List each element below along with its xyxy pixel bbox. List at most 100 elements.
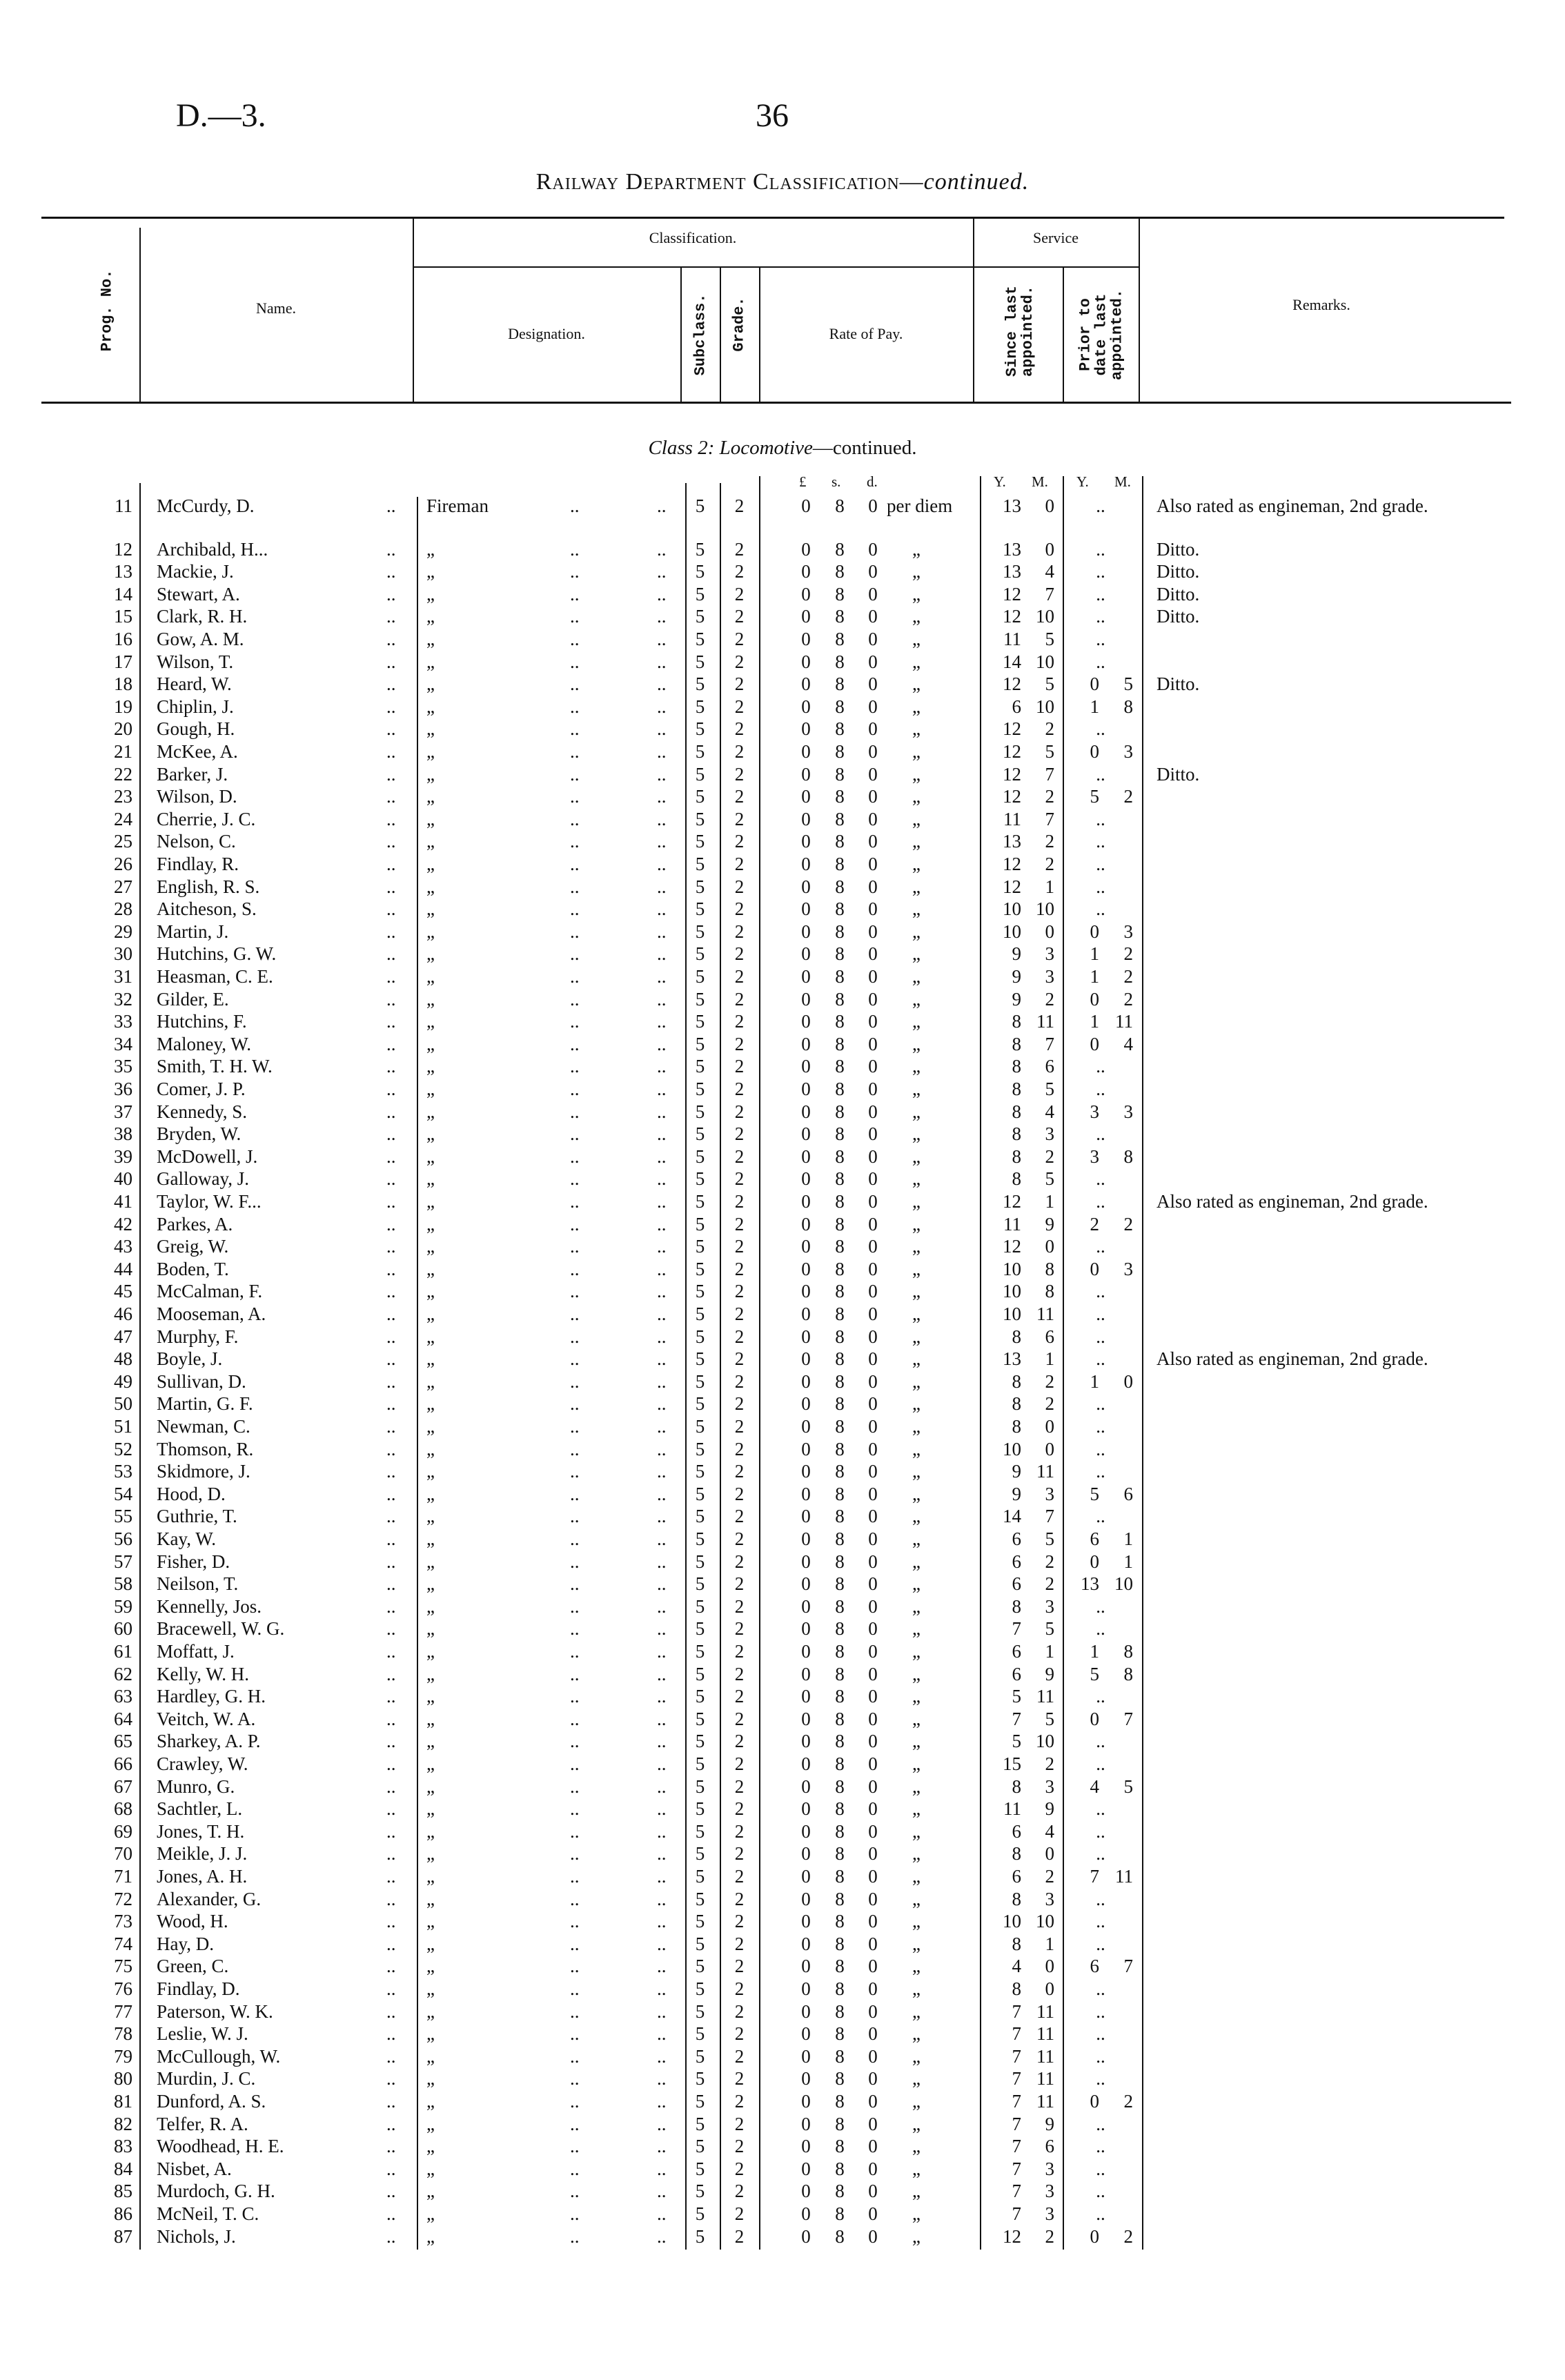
since-years: 12 bbox=[1003, 1236, 1021, 1257]
since-years: 12 bbox=[1003, 740, 1021, 762]
unit-pence: d. bbox=[867, 473, 878, 490]
designation: „ bbox=[426, 1213, 435, 1235]
pay-pounds: 0 bbox=[801, 740, 811, 762]
pay-pence: 0 bbox=[868, 1168, 878, 1190]
prior-empty: .. bbox=[1096, 1820, 1105, 1842]
column-rule bbox=[720, 483, 721, 2250]
designation-leader: .. bbox=[657, 2225, 667, 2247]
name-leader: .. bbox=[386, 2225, 396, 2247]
since-years: 7 bbox=[1012, 2181, 1022, 2202]
pay-pounds: 0 bbox=[801, 2225, 811, 2247]
employee-name: Findlay, D. bbox=[157, 1978, 240, 1999]
table-row: 54 Hood, D... „.... 5 2 0 8 0 „ 9 3 5 6 bbox=[0, 1483, 1565, 1506]
subclass: 5 bbox=[695, 1190, 705, 1212]
since-months: 0 bbox=[1045, 1438, 1055, 1459]
header-rate-of-pay: Rate of Pay. bbox=[829, 325, 903, 342]
employee-name: McKee, A. bbox=[157, 740, 238, 762]
designation: „ bbox=[426, 2090, 435, 2112]
name-leader: .. bbox=[386, 1640, 396, 1662]
designation-leader: .. bbox=[570, 2181, 580, 2202]
name-leader: .. bbox=[386, 1663, 396, 1684]
since-years: 7 bbox=[1012, 1708, 1022, 1729]
table-row: 75 Green, C... „.... 5 2 0 8 0 „ 4 0 6 7 bbox=[0, 1955, 1565, 1978]
since-months: 7 bbox=[1045, 583, 1055, 604]
subclass: 5 bbox=[695, 1888, 705, 1909]
prog-no: 13 bbox=[114, 561, 132, 582]
employee-name: Stewart, A. bbox=[157, 583, 240, 604]
since-years: 8 bbox=[1012, 1843, 1022, 1865]
since-months: 7 bbox=[1045, 763, 1055, 785]
pay-pounds: 0 bbox=[801, 651, 811, 672]
since-years: 11 bbox=[1003, 1798, 1021, 1820]
pay-period: „ bbox=[912, 1708, 921, 1729]
designation-leader: .. bbox=[570, 1933, 580, 1954]
pay-period: „ bbox=[912, 1506, 921, 1527]
prior-empty: .. bbox=[1096, 2203, 1105, 2224]
subclass: 5 bbox=[695, 495, 705, 516]
designation-leader: .. bbox=[570, 740, 580, 762]
pay-pounds: 0 bbox=[801, 561, 811, 582]
employee-name: Gow, A. M. bbox=[157, 628, 244, 649]
designation-leader: .. bbox=[570, 1888, 580, 1909]
prior-empty: .. bbox=[1096, 1326, 1105, 1347]
prior-empty: .. bbox=[1096, 495, 1105, 516]
designation: „ bbox=[426, 1190, 435, 1212]
pay-period: „ bbox=[912, 1461, 921, 1482]
employee-name: Aitcheson, S. bbox=[157, 898, 257, 920]
pay-shillings: 8 bbox=[835, 561, 845, 582]
grade: 2 bbox=[734, 1978, 745, 1999]
prior-empty: .. bbox=[1096, 606, 1105, 627]
designation-leader: .. bbox=[570, 2136, 580, 2157]
grade: 2 bbox=[734, 1168, 745, 1190]
designation: „ bbox=[426, 1956, 435, 1977]
grade: 2 bbox=[734, 1348, 745, 1370]
table-row: 49 Sullivan, D... „.... 5 2 0 8 0 „ 8 2 1 0 bbox=[0, 1370, 1565, 1393]
pay-shillings: 8 bbox=[835, 2045, 845, 2067]
pay-pounds: 0 bbox=[801, 696, 811, 717]
grade: 2 bbox=[734, 1528, 745, 1549]
since-months: 0 bbox=[1045, 921, 1055, 942]
employee-name: Sharkey, A. P. bbox=[157, 1731, 261, 1752]
pay-pence: 0 bbox=[868, 1415, 878, 1437]
prior-months: 2 bbox=[1123, 1213, 1134, 1235]
prog-no: 59 bbox=[114, 1595, 132, 1617]
name-leader: .. bbox=[386, 1776, 396, 1797]
table-row: 11 McCurdy, D... Fireman.... 5 2 0 8 0 per diem 1… bbox=[0, 495, 1565, 518]
pay-pounds: 0 bbox=[801, 1078, 811, 1099]
grade: 2 bbox=[734, 1573, 745, 1595]
pay-period: „ bbox=[912, 561, 921, 582]
pay-pence: 0 bbox=[868, 561, 878, 582]
pay-shillings: 8 bbox=[835, 1326, 845, 1347]
prog-no: 75 bbox=[114, 1956, 132, 1977]
designation-leader: .. bbox=[657, 1145, 667, 1167]
designation: „ bbox=[426, 2068, 435, 2089]
header-divider bbox=[139, 228, 141, 402]
since-months: 10 bbox=[1036, 898, 1054, 920]
pay-pence: 0 bbox=[868, 1798, 878, 1820]
prog-no: 23 bbox=[114, 786, 132, 807]
name-leader: .. bbox=[386, 1190, 396, 1212]
designation: „ bbox=[426, 1438, 435, 1459]
employee-name: Jones, T. H. bbox=[157, 1820, 245, 1842]
pay-period: „ bbox=[912, 898, 921, 920]
grade: 2 bbox=[734, 943, 745, 965]
prog-no: 34 bbox=[114, 1033, 132, 1054]
since-years: 8 bbox=[1012, 1370, 1022, 1392]
grade: 2 bbox=[734, 651, 745, 672]
subclass: 5 bbox=[695, 1865, 705, 1887]
column-rule bbox=[417, 497, 418, 2250]
since-months: 4 bbox=[1045, 561, 1055, 582]
subclass: 5 bbox=[695, 1978, 705, 1999]
pay-pence: 0 bbox=[868, 1236, 878, 1257]
prior-empty: .. bbox=[1096, 2136, 1105, 2157]
prior-empty: .. bbox=[1096, 2000, 1105, 2022]
prog-no: 80 bbox=[114, 2068, 132, 2089]
employee-name: Skidmore, J. bbox=[157, 1461, 250, 1482]
grade: 2 bbox=[734, 921, 745, 942]
pay-shillings: 8 bbox=[835, 965, 845, 987]
designation: „ bbox=[426, 853, 435, 874]
designation-leader: .. bbox=[657, 628, 667, 649]
designation: „ bbox=[426, 1033, 435, 1054]
grade: 2 bbox=[734, 2068, 745, 2089]
designation-leader: .. bbox=[570, 2023, 580, 2045]
